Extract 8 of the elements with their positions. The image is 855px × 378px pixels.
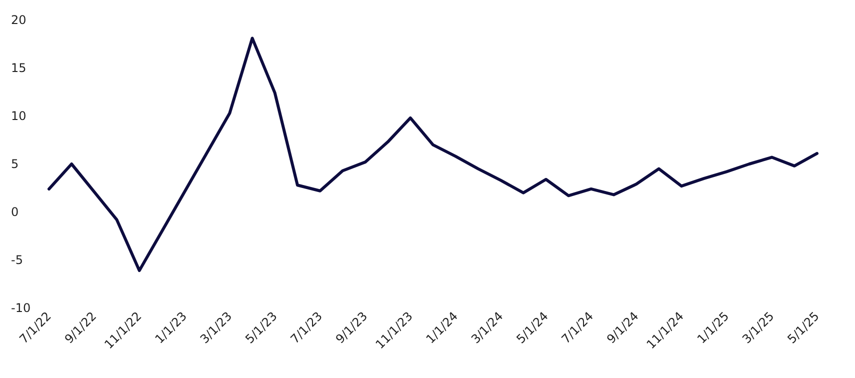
y-tick-label: 15 (11, 61, 26, 75)
y-tick-label: 20 (11, 13, 26, 27)
y-tick-label: 10 (11, 109, 26, 123)
y-tick-label: -10 (11, 301, 31, 315)
y-tick-label: 0 (11, 205, 19, 219)
line-series (48, 36, 818, 272)
y-tick-label: 5 (11, 157, 19, 171)
y-tick-label: -5 (11, 253, 23, 267)
